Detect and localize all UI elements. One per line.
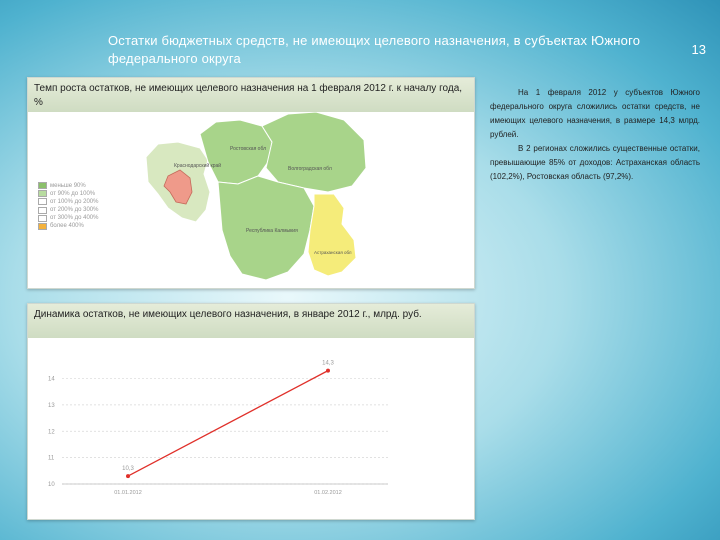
line-chart: 10 11 12 13 14 01.01.2012 01.02.2012 10,3 14,3	[48, 361, 388, 496]
map-label-astrakhan: Астраханская обл	[314, 250, 352, 255]
x-tick-label: 01.02.2012	[314, 490, 342, 496]
commentary-paragraph-2: В 2 регионах сложились существенные оста…	[490, 144, 700, 181]
legend-swatch	[38, 182, 47, 189]
data-point	[326, 368, 330, 373]
legend-swatch	[38, 190, 47, 198]
legend-swatch	[38, 214, 47, 222]
legend-label: меньше 90%	[50, 182, 86, 189]
legend-label: от 300% до 400%	[50, 215, 99, 222]
legend-swatch	[38, 206, 47, 214]
region-map: Краснодарский край Ростовская обл Волгог…	[145, 112, 367, 281]
map-label-volgograd: Волгоградская обл	[288, 166, 332, 172]
y-tick-label: 14	[48, 377, 55, 383]
legend-item: от 90% до 100%	[38, 190, 98, 198]
map-panel-header: Темп роста остатков, не имеющих целевого…	[28, 78, 474, 112]
y-tick-label: 11	[48, 456, 55, 462]
data-label: 14,3	[322, 361, 334, 367]
y-tick-label: 10	[48, 482, 55, 488]
page-number: 13	[691, 42, 706, 57]
map-region-astrakhan	[307, 193, 357, 277]
map-region-kalmykia	[217, 175, 315, 281]
map-label-rostov: Ростовская обл	[230, 146, 266, 152]
legend-label: от 200% до 300%	[50, 207, 99, 214]
map-panel: Темп роста остатков, не имеющих целевого…	[27, 77, 475, 289]
legend-item: от 100% до 200%	[38, 198, 99, 206]
map-label-kalmykia: Республика Калмыкия	[246, 228, 298, 234]
legend-item: от 300% до 400%	[38, 214, 99, 222]
legend-label: от 100% до 200%	[50, 198, 99, 205]
legend-label: более 400%	[50, 223, 84, 230]
series-line	[127, 370, 329, 477]
legend-swatch	[38, 222, 47, 230]
map-legend: меньше 90% от 90% до 100% от 100% до 200…	[38, 182, 98, 231]
x-tick-label: 01.01.2012	[114, 490, 142, 496]
legend-swatch	[38, 198, 47, 206]
legend-item: более 400%	[38, 222, 98, 230]
data-point	[126, 474, 130, 479]
legend-label: от 90% до 100%	[50, 190, 96, 197]
chart-panel: Динамика остатков, не имеющих целевого н…	[27, 303, 475, 520]
slide-title: Остатки бюджетных средств, не имеющих це…	[108, 33, 641, 66]
map-region-volgograd	[261, 112, 367, 193]
map-region-adygea	[163, 169, 193, 205]
map-label-krasnodar: Краснодарский край	[174, 162, 221, 169]
y-tick-label: 13	[48, 403, 55, 409]
map-region-rostov	[199, 119, 273, 185]
legend-item: меньше 90%	[38, 182, 98, 189]
legend-item: от 200% до 300%	[38, 206, 99, 214]
data-label: 10,3	[122, 466, 134, 472]
commentary-text: На 1 февраля 2012 у субъектов Южного фед…	[490, 86, 700, 184]
chart-panel-header: Динамика остатков, не имеющих целевого н…	[28, 304, 474, 338]
y-tick-label: 12	[48, 429, 55, 435]
commentary-paragraph-1: На 1 февраля 2012 у субъектов Южного фед…	[490, 88, 700, 139]
